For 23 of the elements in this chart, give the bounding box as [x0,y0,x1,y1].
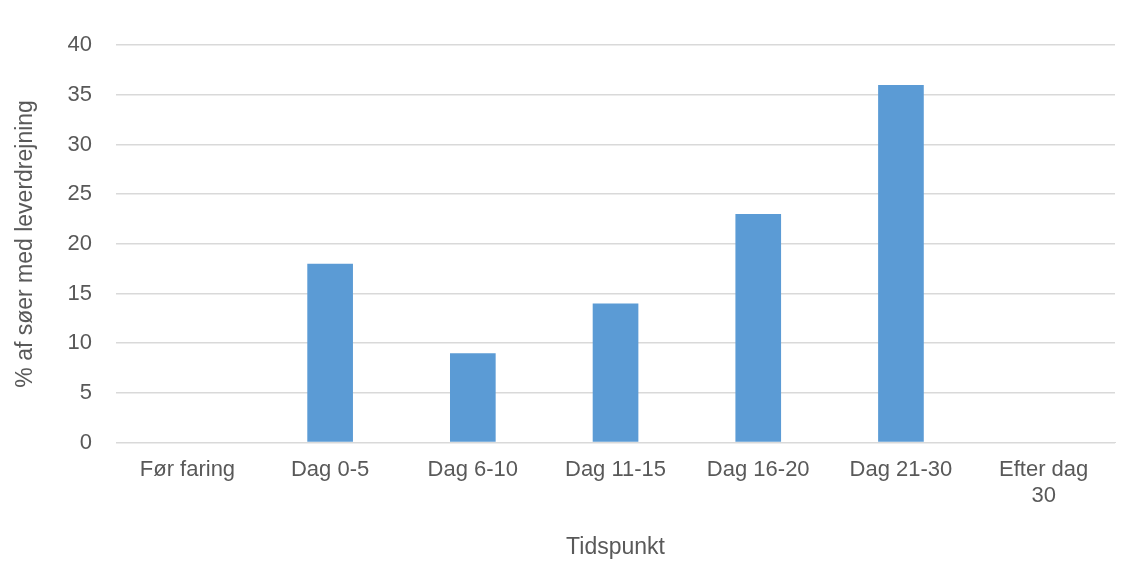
y-tick-label: 35 [67,80,93,106]
y-tick-label: 0 [79,428,93,454]
y-tick-label: 25 [67,180,93,206]
x-tick-label: Dag 21-30 [849,455,953,481]
y-axis-title: % af søer med leverdrejning [11,100,38,388]
bar [878,84,924,442]
y-tick-label: 20 [67,229,93,255]
x-tick-label: Dag 11-15 [564,455,667,481]
y-tick-label: 40 [67,31,93,57]
bar [450,353,496,442]
x-tick-label: Før faring [139,455,236,481]
x-tick-label: Dag 6-10 [427,455,519,481]
y-tick-label: 30 [67,130,93,156]
y-tick-label: 15 [67,279,93,305]
x-tick-label: Dag 16-20 [706,455,810,481]
bar [592,303,639,442]
x-tick-label: Dag 0-5 [290,455,370,481]
y-tick-label: 10 [67,329,93,355]
x-tick-label: Efter dag 30 [999,455,1089,508]
bar [307,263,353,442]
y-tick-label: 5 [79,378,93,404]
x-axis-title: Tidspunkt [566,532,666,559]
bar [735,214,782,442]
